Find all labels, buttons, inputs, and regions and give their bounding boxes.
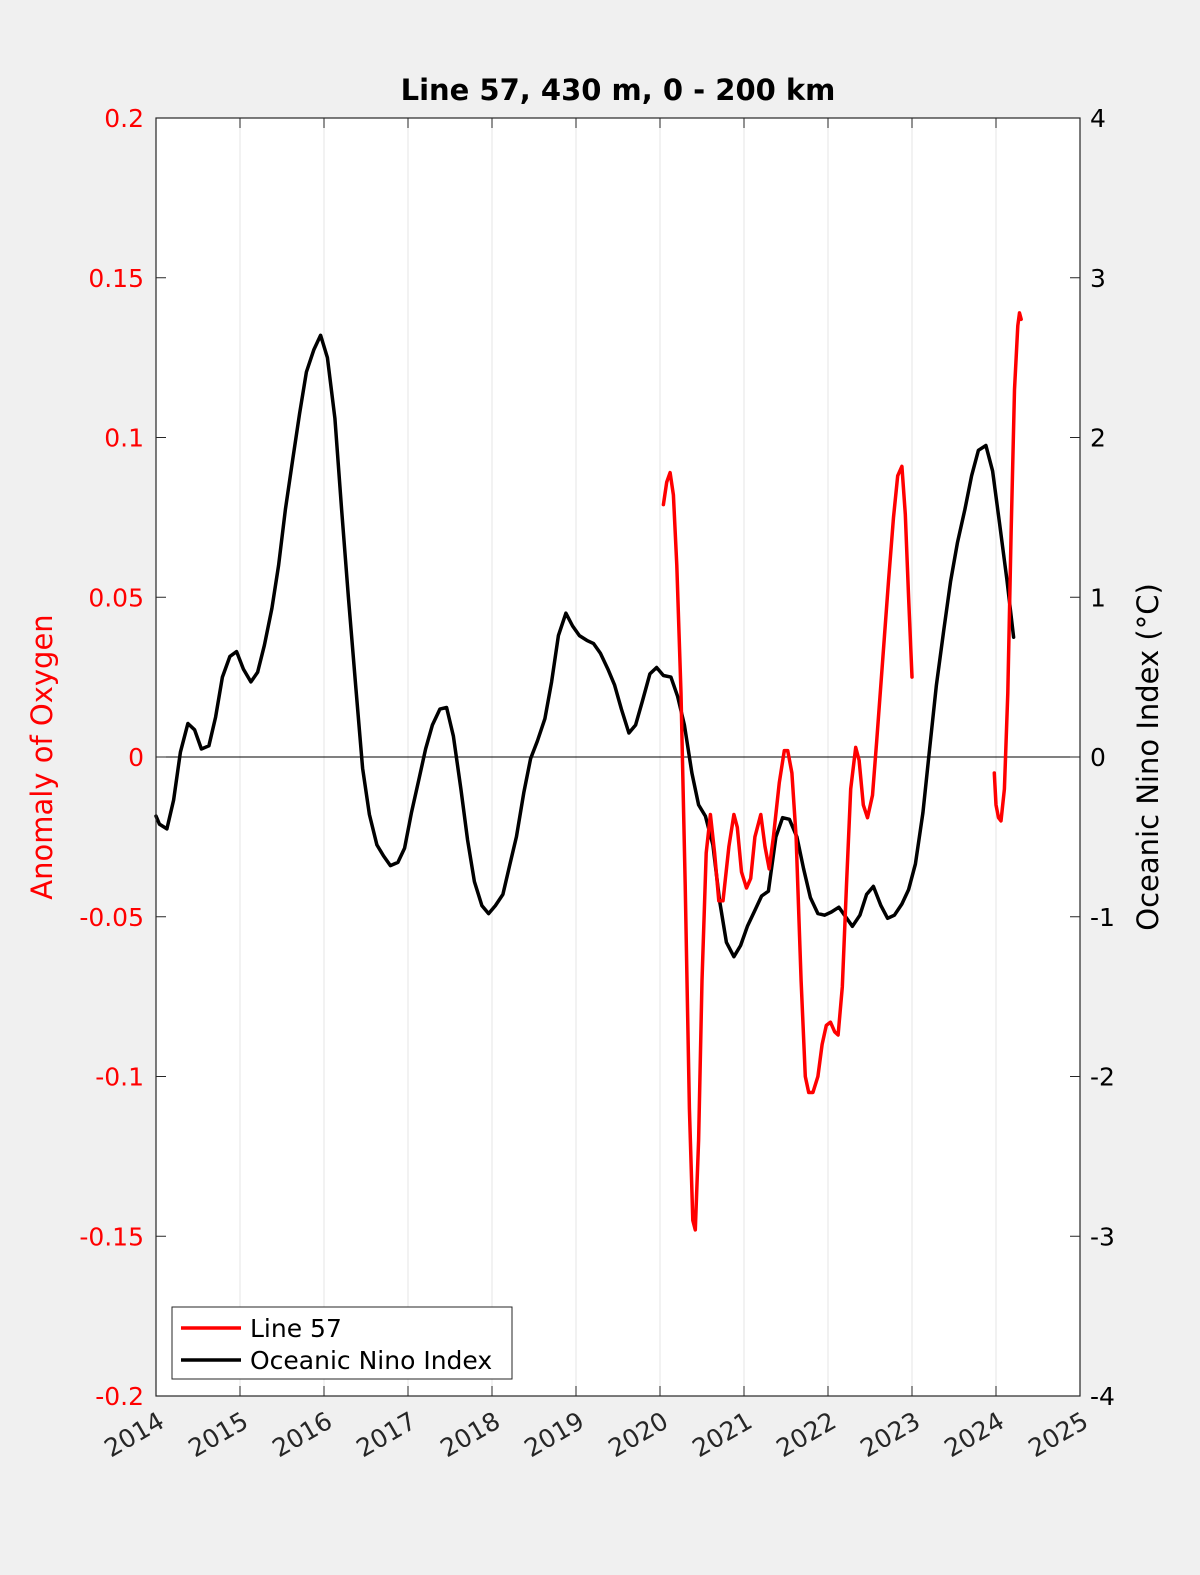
right-axis-label: Oceanic Nino Index (°C)	[1131, 583, 1165, 931]
y-left-tick-label: 0.05	[88, 583, 144, 612]
legend-label-oni: Oceanic Nino Index	[250, 1346, 492, 1375]
y-left-tick-label: -0.2	[95, 1382, 144, 1411]
y-right-tick-label: 3	[1090, 264, 1106, 293]
series-group	[154, 311, 1023, 1232]
left-axis-label: Anomaly of Oxygen	[25, 614, 59, 899]
y-left-tick-label: 0.2	[104, 104, 144, 133]
y-right-tick-label: 2	[1090, 424, 1106, 453]
y-left-tick-label: 0	[128, 743, 144, 772]
y-right-tick-label: -4	[1090, 1382, 1115, 1411]
oni-series-line-0	[154, 333, 1016, 959]
y-right-tick-label: -1	[1090, 903, 1115, 932]
y-right-tick-label: -3	[1090, 1222, 1115, 1251]
y-left-tick-label: -0.05	[79, 903, 144, 932]
chart-title: Line 57, 430 m, 0 - 200 km	[401, 73, 836, 107]
legend-box	[171, 1306, 513, 1380]
y-right-tick-label: -2	[1090, 1063, 1115, 1092]
legend: Line 57 Oceanic Nino Index	[171, 1306, 513, 1380]
y-left-tick-label: 0.1	[104, 424, 144, 453]
legend-label-line57: Line 57	[250, 1314, 342, 1343]
y-left-tick-label: -0.15	[79, 1222, 144, 1251]
y-right-tick-label: 1	[1090, 583, 1106, 612]
y-right-tick-label: 4	[1090, 104, 1106, 133]
line57-series-line-0	[661, 464, 914, 1232]
line57-series-line-1	[992, 311, 1023, 823]
y-left-tick-label: -0.1	[95, 1063, 144, 1092]
y-right-tick-label: 0	[1090, 743, 1106, 772]
y-left-tick-label: 0.15	[88, 264, 144, 293]
